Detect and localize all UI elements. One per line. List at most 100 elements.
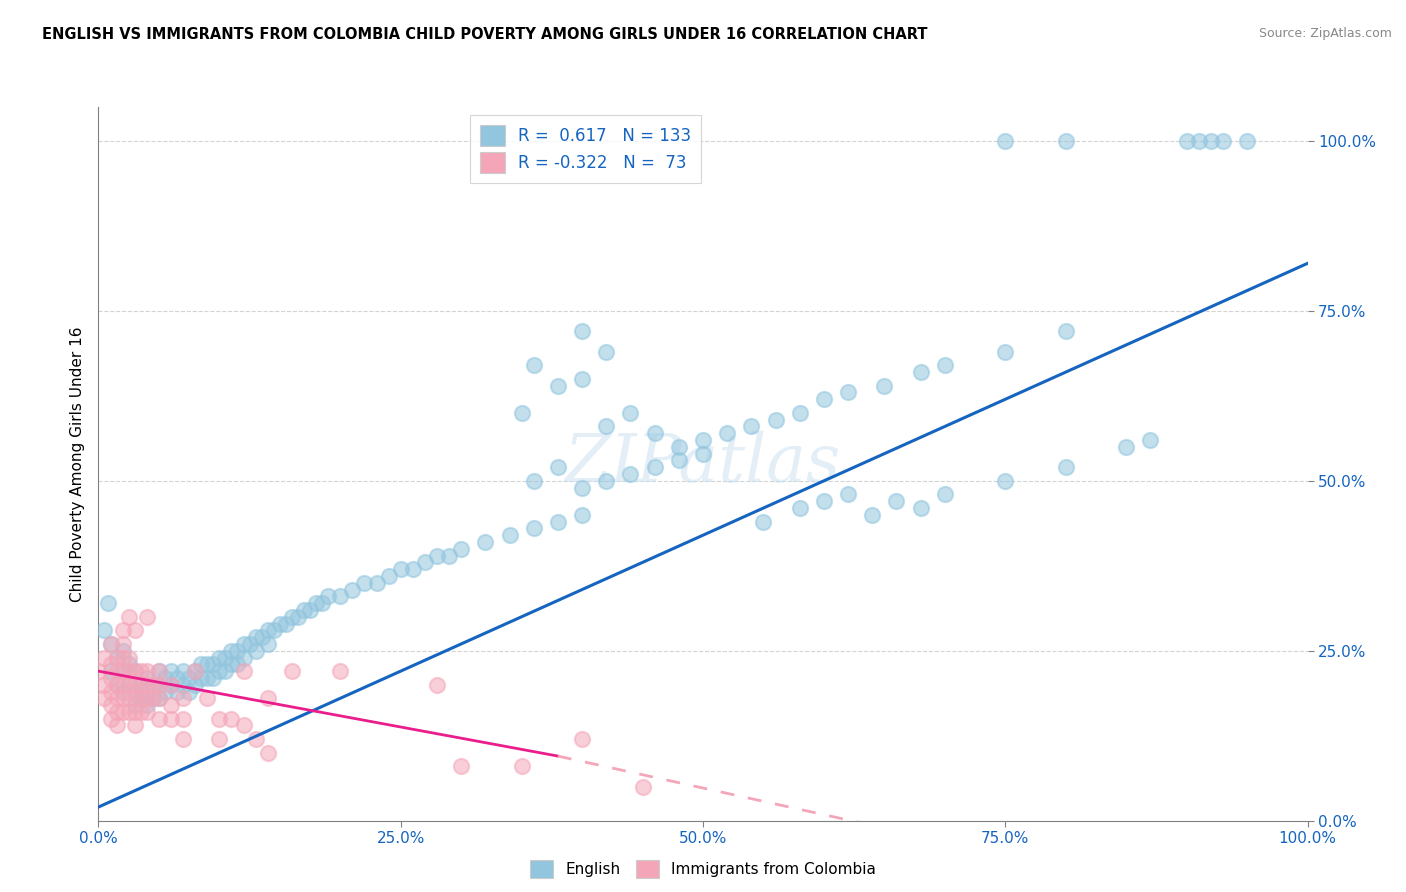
Point — [142, 691, 165, 706]
Point — [402, 562, 425, 576]
Point — [1054, 460, 1077, 475]
Point — [837, 487, 859, 501]
Point — [135, 705, 157, 719]
Point — [190, 657, 212, 672]
Point — [274, 616, 297, 631]
Point — [232, 664, 254, 678]
Point — [111, 650, 134, 665]
Point — [153, 684, 176, 698]
Point — [668, 453, 690, 467]
Point — [1054, 134, 1077, 148]
Point — [214, 650, 236, 665]
Point — [135, 684, 157, 698]
Point — [342, 582, 364, 597]
Point — [595, 344, 617, 359]
Point — [105, 678, 128, 692]
Point — [160, 698, 183, 712]
Point — [129, 678, 152, 692]
Point — [105, 678, 128, 692]
Point — [118, 609, 141, 624]
Point — [292, 603, 315, 617]
Point — [245, 644, 267, 658]
Point — [172, 664, 194, 678]
Point — [1236, 134, 1258, 148]
Point — [100, 671, 122, 685]
Point — [148, 678, 170, 692]
Point — [692, 447, 714, 461]
Point — [668, 440, 690, 454]
Point — [226, 657, 249, 672]
Point — [316, 590, 339, 604]
Point — [256, 746, 278, 760]
Point — [105, 718, 128, 732]
Point — [692, 433, 714, 447]
Point — [118, 678, 141, 692]
Point — [148, 678, 170, 692]
Point — [177, 684, 201, 698]
Point — [245, 630, 267, 644]
Point — [195, 671, 218, 685]
Point — [135, 678, 157, 692]
Point — [148, 712, 170, 726]
Point — [571, 508, 593, 522]
Point — [765, 412, 787, 426]
Point — [124, 698, 146, 712]
Point — [172, 678, 194, 692]
Point — [298, 603, 321, 617]
Point — [426, 549, 449, 563]
Point — [111, 684, 134, 698]
Point — [837, 385, 859, 400]
Point — [232, 637, 254, 651]
Point — [450, 541, 472, 556]
Point — [208, 650, 231, 665]
Point — [226, 644, 249, 658]
Point — [118, 705, 141, 719]
Point — [135, 609, 157, 624]
Point — [93, 678, 115, 692]
Point — [716, 426, 738, 441]
Point — [281, 609, 304, 624]
Point — [160, 678, 183, 692]
Legend: English, Immigrants from Colombia: English, Immigrants from Colombia — [524, 854, 882, 884]
Point — [450, 759, 472, 773]
Point — [377, 569, 399, 583]
Point — [239, 637, 262, 651]
Point — [148, 691, 170, 706]
Point — [160, 678, 183, 692]
Point — [221, 644, 243, 658]
Point — [353, 575, 375, 590]
Point — [523, 521, 546, 535]
Point — [148, 691, 170, 706]
Point — [910, 501, 932, 516]
Point — [437, 549, 460, 563]
Point — [172, 712, 194, 726]
Point — [250, 630, 273, 644]
Point — [93, 624, 115, 638]
Point — [105, 650, 128, 665]
Point — [994, 134, 1017, 148]
Point — [886, 494, 908, 508]
Point — [474, 535, 496, 549]
Point — [135, 664, 157, 678]
Point — [148, 664, 170, 678]
Point — [547, 378, 569, 392]
Point — [366, 575, 388, 590]
Point — [1139, 433, 1161, 447]
Point — [994, 474, 1017, 488]
Point — [281, 664, 304, 678]
Point — [426, 678, 449, 692]
Point — [184, 678, 207, 692]
Point — [124, 684, 146, 698]
Point — [100, 664, 122, 678]
Point — [135, 691, 157, 706]
Point — [752, 515, 775, 529]
Point — [129, 691, 152, 706]
Point — [124, 705, 146, 719]
Point — [571, 732, 593, 747]
Point — [111, 691, 134, 706]
Point — [100, 637, 122, 651]
Point — [97, 596, 120, 610]
Point — [118, 650, 141, 665]
Point — [111, 637, 134, 651]
Point — [498, 528, 520, 542]
